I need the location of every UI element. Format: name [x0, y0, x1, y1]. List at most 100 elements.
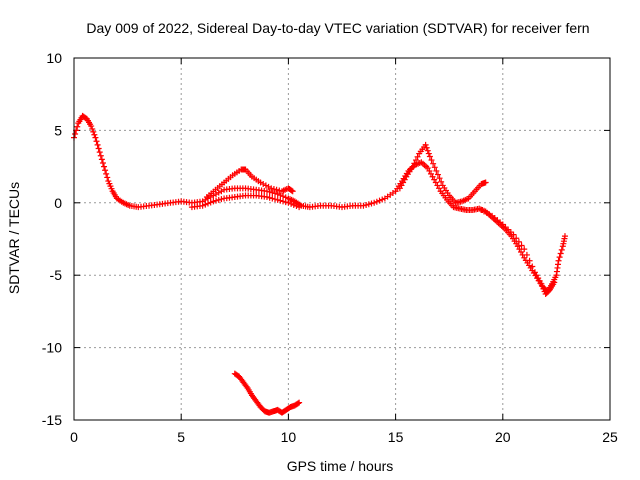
data-point	[408, 166, 415, 173]
data-point	[411, 160, 418, 167]
data-points	[71, 112, 568, 416]
chart-title: Day 009 of 2022, Sidereal Day-to-day VTE…	[86, 20, 589, 36]
data-point	[90, 128, 97, 135]
data-point	[125, 201, 132, 208]
data-point	[288, 187, 295, 194]
data-point	[314, 203, 321, 210]
data-point	[424, 147, 431, 154]
data-point	[438, 178, 445, 185]
data-point	[259, 406, 266, 413]
data-point	[497, 219, 504, 226]
data-point	[118, 198, 125, 205]
data-point	[536, 277, 543, 284]
x-tick-label: 25	[602, 429, 618, 445]
data-point	[273, 186, 280, 193]
x-tick-label: 5	[177, 429, 185, 445]
data-point	[112, 193, 119, 200]
data-point	[513, 235, 520, 242]
data-point	[274, 191, 281, 198]
data-point	[429, 173, 436, 180]
x-tick-label: 15	[388, 429, 404, 445]
data-point	[426, 153, 433, 160]
data-point	[250, 186, 257, 193]
data-point	[103, 170, 110, 177]
data-point	[95, 145, 102, 152]
data-point	[293, 401, 300, 408]
x-axis-label: GPS time / hours	[287, 458, 394, 474]
data-point	[555, 261, 562, 268]
data-point	[414, 153, 421, 160]
y-tick-label: -10	[42, 340, 62, 356]
data-point	[280, 198, 287, 205]
data-point	[293, 203, 300, 210]
data-point	[371, 199, 378, 206]
data-point	[93, 138, 100, 145]
data-point	[365, 201, 372, 208]
data-point	[357, 202, 364, 209]
data-point	[266, 194, 273, 201]
data-point	[280, 193, 287, 200]
data-point	[164, 200, 171, 207]
data-point	[389, 190, 396, 197]
data-point	[81, 114, 88, 121]
x-tick-label: 10	[281, 429, 297, 445]
data-point	[277, 197, 284, 204]
data-point	[87, 121, 94, 128]
data-point	[521, 246, 528, 253]
data-point	[92, 134, 99, 141]
data-point	[239, 185, 246, 192]
plot-frame	[73, 57, 611, 421]
series-5	[231, 370, 303, 416]
data-point	[421, 144, 428, 151]
data-point	[196, 203, 203, 210]
data-point	[463, 196, 470, 203]
data-point	[523, 251, 530, 258]
data-point	[295, 400, 302, 407]
data-point	[101, 163, 108, 170]
data-point	[229, 194, 236, 201]
data-point	[436, 185, 443, 192]
data-point	[96, 149, 103, 156]
data-point	[236, 167, 243, 174]
data-point	[227, 174, 234, 181]
data-point	[255, 178, 262, 185]
y-tick-label: 10	[46, 50, 62, 66]
data-point	[274, 196, 281, 203]
y-tick-label: -5	[50, 267, 63, 283]
data-point	[481, 179, 488, 186]
data-point	[218, 188, 225, 195]
data-point	[455, 205, 462, 212]
data-point	[336, 203, 343, 210]
data-point	[250, 192, 257, 199]
data-point	[428, 157, 435, 164]
data-point	[277, 192, 284, 199]
data-point	[270, 186, 277, 193]
data-point	[529, 263, 536, 270]
data-point	[261, 193, 268, 200]
data-point	[376, 197, 383, 204]
data-point	[285, 199, 292, 206]
data-point	[558, 246, 565, 253]
data-point	[379, 196, 386, 203]
data-point	[233, 372, 240, 379]
series-2	[188, 192, 303, 211]
data-point	[401, 176, 408, 183]
data-point	[470, 190, 477, 197]
data-point	[325, 202, 332, 209]
data-point	[288, 200, 295, 207]
x-tick-label: 0	[70, 429, 78, 445]
data-point	[486, 211, 493, 218]
data-point	[72, 131, 79, 138]
x-tick-label: 20	[495, 429, 511, 445]
data-point	[290, 201, 297, 208]
data-point	[425, 150, 432, 157]
data-point	[213, 197, 220, 204]
data-point	[272, 190, 278, 197]
data-point	[544, 288, 551, 295]
grid	[74, 58, 610, 420]
data-point	[363, 201, 370, 208]
data-point	[431, 164, 438, 171]
y-axis-label: SDTVAR / TECUs	[6, 182, 22, 294]
data-point	[451, 197, 458, 204]
